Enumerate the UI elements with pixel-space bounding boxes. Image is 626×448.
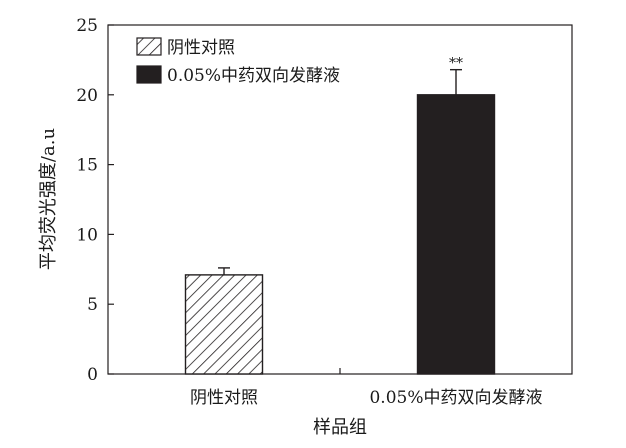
legend-swatch [136,65,162,84]
bar [184,274,264,375]
y-tick-label: 15 [76,156,98,176]
legend-label: 0.05%中药双向发酵液 [167,66,340,86]
x-axis-labels: 阴性对照 0.05%中药双向发酵液 [190,368,543,408]
bars-group: ** [184,56,496,375]
y-tick-label: 0 [87,365,98,385]
y-axis-ticks: 0 5 10 15 20 25 [76,16,114,385]
x-axis-title: 样品组 [313,417,367,438]
legend-label: 阴性对照 [167,38,235,58]
x-tick-label: 0.05%中药双向发酵液 [369,388,542,408]
y-tick-label: 25 [76,16,98,36]
y-tick-label: 5 [87,295,98,315]
x-tick-label: 阴性对照 [190,388,258,408]
y-tick-label: 10 [76,225,98,245]
y-axis-title: 平均荧光强度/a.u [38,128,59,270]
legend-swatch [136,37,162,56]
significance-label: ** [449,56,463,72]
bar [416,94,496,375]
legend: 阴性对照 0.05%中药双向发酵液 [136,37,340,86]
y-tick-label: 20 [76,86,98,106]
